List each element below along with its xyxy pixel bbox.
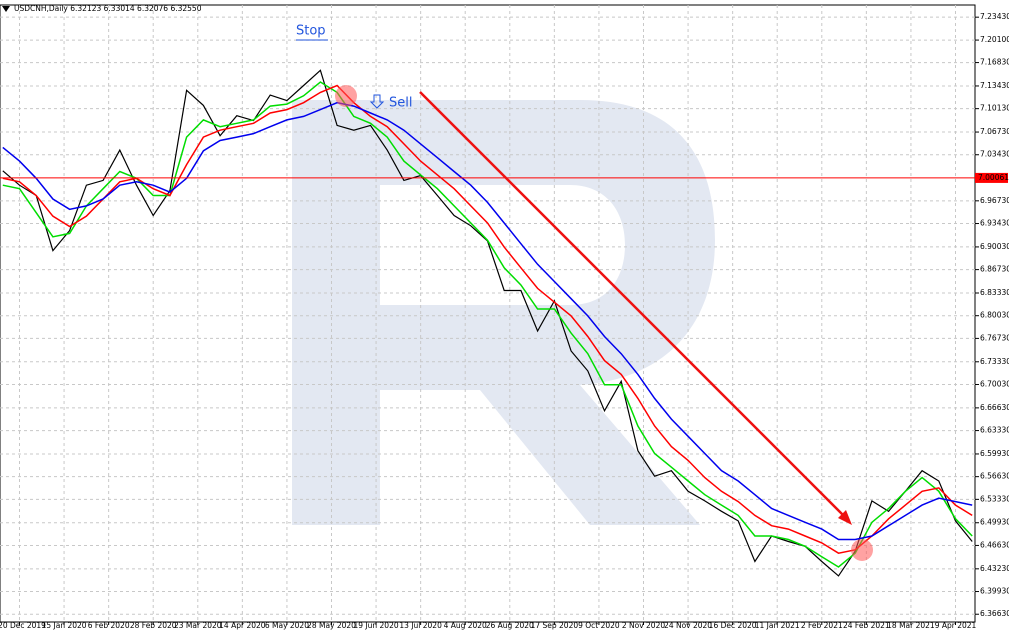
x-tick-label: 28 May 2020 <box>307 621 356 630</box>
x-tick-label: 6 May 2020 <box>265 621 309 630</box>
y-tick-label: 6.56630 <box>980 472 1009 481</box>
series-line <box>2 84 973 554</box>
y-tick-label: 6.86730 <box>980 265 1009 274</box>
y-tick-label: 6.96730 <box>980 196 1009 205</box>
x-tick-label: 28 Feb 2020 <box>130 621 177 630</box>
y-tick-label: 6.36630 <box>980 609 1009 618</box>
x-tick-label: 9 Oct 2020 <box>578 621 620 630</box>
x-tick-label: 14 Apr 2020 <box>219 621 266 630</box>
y-tick-label: 6.73330 <box>980 357 1009 366</box>
x-tick-label: 16 Dec 2020 <box>709 621 757 630</box>
x-tick-label: 23 Mar 2020 <box>174 621 222 630</box>
x-tick-label: 13 Jul 2020 <box>399 621 442 630</box>
y-tick-label: 6.93430 <box>980 219 1009 228</box>
x-tick-label: 9 Apr 2021 <box>935 621 977 630</box>
x-tick-label: 26 Aug 2020 <box>486 621 534 630</box>
series-line <box>2 81 973 568</box>
y-tick-label: 6.80030 <box>980 311 1009 320</box>
x-tick-label: 2 Feb 2021 <box>801 621 843 630</box>
y-tick-label: 7.03430 <box>980 150 1009 159</box>
entry-marker <box>335 85 357 107</box>
y-tick-label: 7.20100 <box>980 35 1009 44</box>
x-tick-label: 15 Jan 2020 <box>42 621 87 630</box>
y-tick-label: 6.59930 <box>980 449 1009 458</box>
trend-arrow <box>419 91 847 519</box>
chart-title: USDCNH,Daily 6.32123 6.33014 6.32076 6.3… <box>14 4 202 13</box>
y-tick-label: 6.83330 <box>980 288 1009 297</box>
series-line <box>2 101 973 541</box>
x-tick-label: 24 Feb 2021 <box>843 621 890 630</box>
stop-label: Stop <box>296 24 326 39</box>
watermark <box>292 100 715 525</box>
x-tick-label: 2 Nov 2020 <box>622 621 665 630</box>
y-tick-label: 7.23430 <box>980 12 1009 21</box>
y-tick-label: 6.90030 <box>980 242 1009 251</box>
y-tick-label: 7.10130 <box>980 104 1009 113</box>
x-tick-label: 20 Dec 2019 <box>0 621 46 630</box>
x-tick-label: 4 Aug 2020 <box>444 621 487 630</box>
sell-label: Sell <box>389 96 412 111</box>
level-label-box <box>975 172 1008 183</box>
y-tick-label: 6.46630 <box>980 540 1009 549</box>
exit-marker <box>851 539 873 561</box>
level-label: 7.00061 <box>978 173 1009 182</box>
marks <box>0 69 975 577</box>
y-tick-label: 6.53330 <box>980 494 1009 503</box>
y-tick-label: 6.49930 <box>980 518 1009 527</box>
y-tick-label: 6.70030 <box>980 379 1009 388</box>
title-icon <box>2 6 10 12</box>
y-tick-label: 7.06730 <box>980 127 1009 136</box>
x-tick-label: 11 Jan 2021 <box>755 621 800 630</box>
y-tick-label: 6.63330 <box>980 426 1009 435</box>
y-tick-label: 6.66630 <box>980 403 1009 412</box>
y-tick-label: 6.76730 <box>980 333 1009 342</box>
x-tick-label: 18 Mar 2021 <box>887 621 935 630</box>
y-tick-label: 7.16830 <box>980 58 1009 67</box>
logo <box>292 100 715 525</box>
y-tick-label: 7.13430 <box>980 81 1009 90</box>
x-tick-label: 19 Jun 2020 <box>354 621 399 630</box>
arrow-head <box>838 510 852 525</box>
plot-frame <box>0 4 976 623</box>
y-tick-label: 6.39930 <box>980 587 1009 596</box>
y-tick-label: 6.43230 <box>980 564 1009 573</box>
grid <box>0 5 975 622</box>
x-tick-label: 6 Feb 2020 <box>88 621 130 630</box>
x-tick-label: 17 Sep 2020 <box>531 621 579 630</box>
sell-icon <box>369 94 385 109</box>
x-tick-label: 24 Nov 2020 <box>664 621 712 630</box>
